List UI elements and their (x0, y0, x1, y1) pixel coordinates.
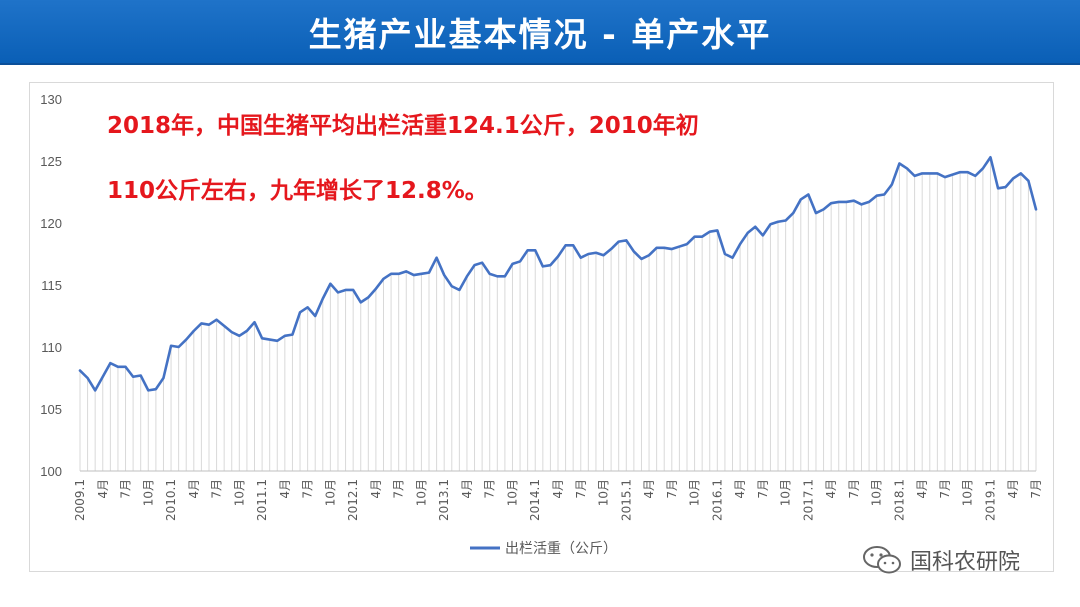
x-tick-label: 2016.1 (710, 479, 724, 521)
watermark-text: 国科农研院 (910, 550, 1021, 575)
x-tick-label: 10月 (505, 479, 519, 506)
x-tick-label: 10月 (688, 479, 702, 506)
x-tick-label: 4月 (278, 479, 292, 499)
page-title: 生猪产业基本情况 - 单产水平 (308, 14, 772, 54)
annotation-line-1: 2018年，中国生猪平均出栏活重124.1公斤，2010年初 (107, 113, 699, 139)
x-tick-label: 2010.1 (164, 479, 178, 521)
x-tick-label: 7月 (756, 479, 770, 499)
x-tick-label: 7月 (392, 479, 406, 499)
x-tick-label: 4月 (460, 479, 474, 499)
x-tick-label: 2012.1 (346, 479, 360, 521)
y-tick-label: 110 (41, 340, 62, 355)
x-tick-label: 7月 (665, 479, 679, 499)
x-tick-label: 2011.1 (255, 479, 269, 521)
y-axis: 100 105 110 115 120 125 130 (40, 92, 1036, 479)
legend-label: 出栏活重（公斤） (505, 541, 617, 557)
legend: 出栏活重（公斤） (470, 541, 617, 557)
area-fill-lines (79, 157, 1037, 471)
x-tick-label: 2014.1 (528, 479, 542, 521)
x-tick-label: 7月 (301, 479, 315, 499)
wechat-icon (863, 546, 901, 574)
x-tick-label: 2009.1 (73, 479, 87, 521)
x-tick-label: 2015.1 (619, 479, 633, 521)
watermark: 国科农研院 (862, 544, 1020, 576)
x-tick-label: 10月 (779, 479, 793, 506)
x-tick-label: 7月 (847, 479, 861, 499)
x-tick-label: 4月 (369, 479, 383, 499)
x-tick-label: 10月 (870, 479, 884, 506)
x-tick-label: 4月 (187, 479, 201, 499)
x-tick-label: 7月 (483, 479, 497, 499)
x-axis: 2009.1 4月 7月 10月 2010.1 4月 7月 10月 2011.1 4月 7月 10月 2… (73, 479, 1043, 521)
title-banner: 生猪产业基本情况 - 单产水平 (0, 0, 1080, 65)
y-tick-label: 105 (40, 402, 62, 417)
x-tick-label: 10月 (414, 479, 428, 506)
y-tick-label: 100 (40, 464, 62, 479)
x-tick-label: 4月 (733, 479, 747, 499)
y-tick-label: 130 (40, 92, 62, 107)
x-tick-label: 7月 (119, 479, 133, 499)
chart-frame (29, 82, 1054, 572)
x-tick-label: 4月 (551, 479, 565, 499)
series-layer (78, 155, 1038, 392)
series-line-weight (78, 155, 1038, 392)
x-tick-label: 10月 (323, 479, 337, 506)
x-tick-label: 7月 (938, 479, 952, 499)
x-tick-label: 4月 (96, 479, 110, 499)
x-tick-label: 2013.1 (437, 479, 451, 521)
y-tick-label: 125 (40, 154, 62, 169)
x-tick-label: 4月 (642, 479, 656, 499)
x-tick-label: 4月 (915, 479, 929, 499)
x-tick-label: 4月 (1006, 479, 1020, 499)
x-tick-label: 10月 (597, 479, 611, 506)
x-tick-label: 2019.1 (983, 479, 997, 521)
x-tick-label: 2018.1 (892, 479, 906, 521)
annotation-line-2: 110公斤左右，九年增长了12.8%。 (107, 178, 488, 204)
y-tick-label: 120 (40, 216, 62, 231)
x-tick-label: 10月 (961, 479, 975, 506)
x-tick-label: 2017.1 (801, 479, 815, 521)
x-tick-label: 7月 (210, 479, 224, 499)
x-tick-label: 10月 (232, 479, 246, 506)
x-tick-label: 4月 (824, 479, 838, 499)
x-tick-label: 7月 (1029, 479, 1043, 499)
x-tick-label: 10月 (141, 479, 155, 506)
y-tick-label: 115 (41, 278, 62, 293)
x-tick-label: 7月 (574, 479, 588, 499)
